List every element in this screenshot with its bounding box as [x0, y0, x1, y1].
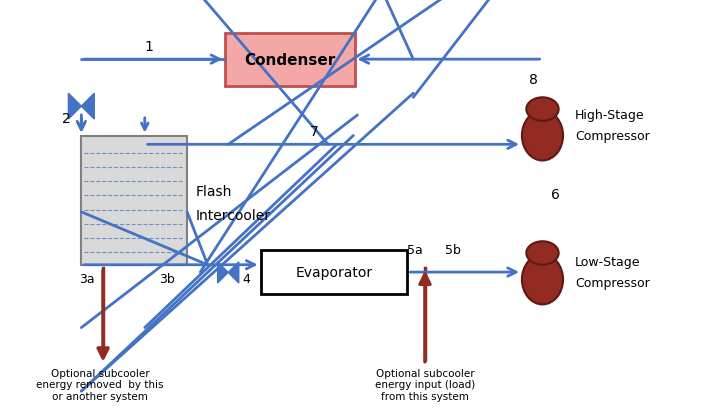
- Text: 8: 8: [529, 72, 538, 86]
- Ellipse shape: [522, 255, 563, 305]
- Ellipse shape: [526, 242, 559, 265]
- Polygon shape: [82, 94, 94, 120]
- Text: Optional subcooler
energy removed  by this
or another system: Optional subcooler energy removed by thi…: [36, 368, 164, 401]
- FancyBboxPatch shape: [225, 33, 354, 86]
- Text: Evaporator: Evaporator: [296, 266, 372, 280]
- Text: 1: 1: [145, 40, 153, 54]
- Text: Low-Stage: Low-Stage: [575, 256, 640, 269]
- Text: Flash: Flash: [196, 185, 233, 199]
- Text: 5a: 5a: [406, 243, 423, 256]
- Text: Compressor: Compressor: [575, 130, 649, 142]
- FancyBboxPatch shape: [260, 250, 408, 294]
- Text: 2: 2: [62, 112, 71, 126]
- Polygon shape: [68, 94, 82, 120]
- Text: Compressor: Compressor: [575, 276, 649, 289]
- Text: High-Stage: High-Stage: [575, 109, 644, 122]
- Polygon shape: [218, 262, 228, 283]
- FancyBboxPatch shape: [82, 136, 187, 265]
- Text: 6: 6: [552, 188, 560, 202]
- Text: 3b: 3b: [159, 272, 174, 285]
- Ellipse shape: [522, 111, 563, 161]
- Text: Intercooler: Intercooler: [196, 208, 271, 222]
- Text: 5b: 5b: [445, 243, 461, 256]
- Text: Optional subcooler
energy input (load)
from this system: Optional subcooler energy input (load) f…: [375, 368, 475, 401]
- Ellipse shape: [526, 98, 559, 121]
- Text: 4: 4: [242, 272, 250, 285]
- Text: Condenser: Condenser: [245, 52, 335, 67]
- Text: 3a: 3a: [79, 272, 94, 285]
- Polygon shape: [228, 262, 239, 283]
- Text: 7: 7: [310, 125, 318, 139]
